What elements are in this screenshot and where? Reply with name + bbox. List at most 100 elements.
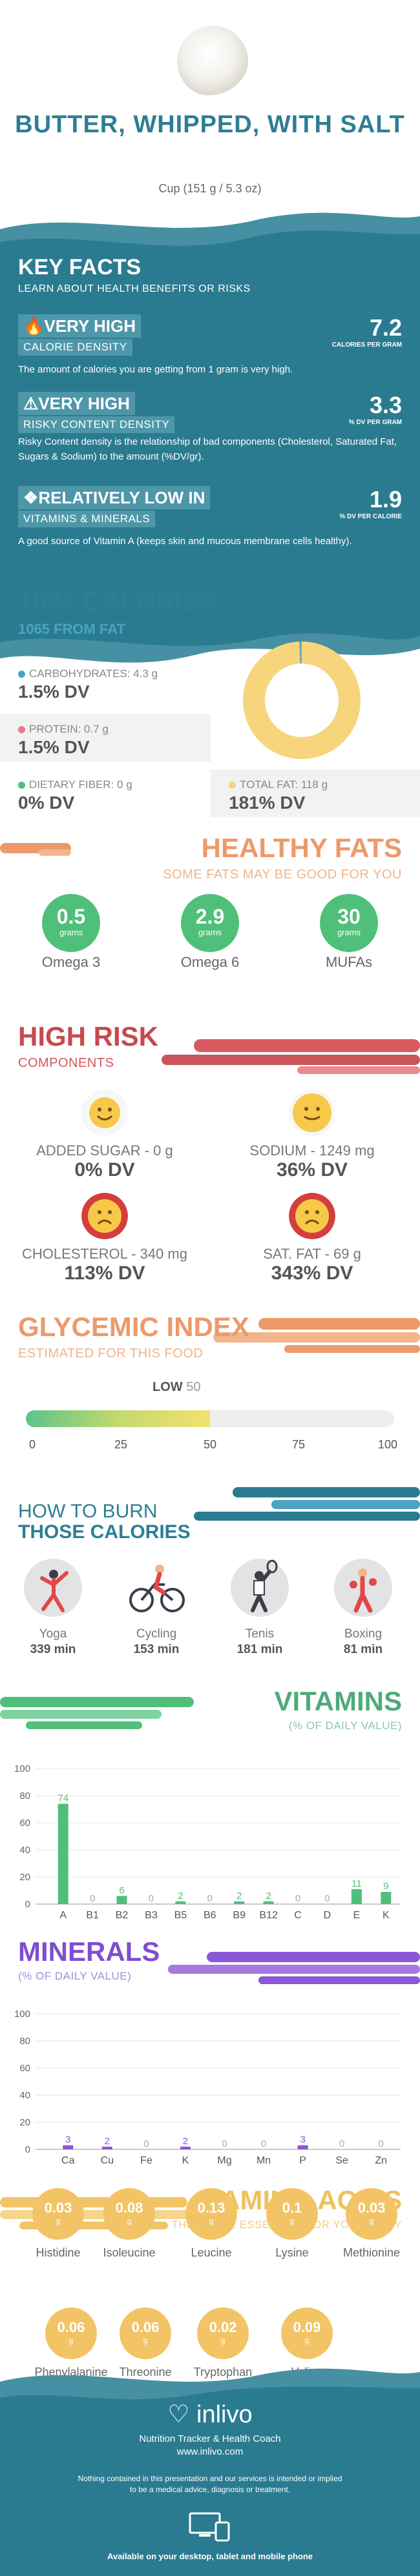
vitamins-subtitle: (% OF DAILY VALUE) [288, 1719, 402, 1732]
fact-name: CALORIE DENSITY [18, 339, 132, 356]
burn-cycling: Cycling 153 min [111, 1559, 202, 1657]
sad-face-icon [81, 1193, 128, 1239]
amino-circle: 0.03 g [32, 2188, 84, 2240]
activity-minutes: 181 min [236, 1643, 283, 1656]
bar-value-label: 2 [266, 1891, 271, 1902]
x-category-label: B2 [116, 1910, 129, 1921]
legend-dot [229, 782, 236, 789]
bar-value-label: 0 [379, 2138, 384, 2149]
amino-label: Leucine [191, 2246, 232, 2259]
glycemic-tick: 100 [377, 1438, 398, 1451]
fat-unit: grams [198, 928, 222, 937]
bar-value-label: 2 [178, 1891, 183, 1902]
bar-value-label: 3 [65, 2135, 70, 2145]
burn-title-line1: HOW TO BURN [18, 1501, 158, 1522]
amino-unit: g [220, 2336, 226, 2345]
amino-circle: 0.02 g [197, 2307, 249, 2359]
amino-value: 0.06 [131, 2319, 160, 2335]
y-tick-label: 100 [14, 1763, 30, 1774]
activity-minutes: 153 min [133, 1643, 180, 1656]
risk-dv: 113% DV [64, 1263, 145, 1284]
vitamins-stripes [0, 1697, 194, 1729]
amino-unit: g [289, 2216, 295, 2226]
footer-site-link[interactable]: www.inlivo.com [176, 2446, 244, 2457]
nutrient-dv: 0% DV [18, 793, 75, 813]
fat-value: 2.9 [195, 905, 225, 928]
fat-value: 30 [337, 905, 361, 928]
bar [234, 1901, 245, 1904]
calories-from-fat: 1065 FROM FAT [18, 621, 125, 637]
bar-value-label: 3 [300, 2135, 305, 2145]
amino-circle: 0.1 g [266, 2188, 318, 2240]
minerals-title: MINERALS [18, 1936, 160, 1967]
fire-icon: 🔥 [23, 316, 45, 336]
risk-cholesterol: CHOLESTEROL - 340 mg 113% DV [8, 1246, 202, 1284]
bar-value-label: 9 [383, 1881, 388, 1892]
y-tick-label: 80 [19, 2036, 30, 2047]
mufas-label: MUFAs [325, 954, 373, 970]
bar [175, 1901, 186, 1904]
burn-yoga: Yoga 339 min [8, 1559, 98, 1657]
activity-label: Boxing [344, 1627, 383, 1641]
glycemic-value: 50 [186, 1380, 201, 1394]
high-risk-stripes [162, 1039, 420, 1074]
glycemic-tick: 50 [203, 1438, 217, 1451]
amino-item: 0.13 g Leucine [173, 2188, 250, 2260]
y-tick-label: 20 [19, 1872, 30, 1883]
amino-value: 0.13 [197, 2200, 226, 2216]
bar-value-label: 0 [143, 2138, 149, 2149]
bar-value-label: 2 [183, 2136, 188, 2147]
x-category-label: B5 [174, 1910, 187, 1921]
bar [63, 2145, 74, 2149]
glycemic-bar [26, 1410, 394, 1427]
y-tick-label: 60 [19, 1818, 30, 1829]
key-facts-title: KEY FACTS [18, 255, 142, 279]
amino-unit: g [68, 2336, 74, 2345]
amino-circle: 0.03 g [346, 2188, 397, 2240]
bar-value-label: 0 [222, 2138, 227, 2149]
legend-dot [18, 671, 25, 678]
x-category-label: B6 [204, 1910, 216, 1921]
glycemic-bar-fill [26, 1410, 210, 1427]
footer-disclaimer: Nothing contained in this presentation a… [78, 2474, 342, 2494]
bar [101, 2146, 112, 2149]
amino-item: 0.08 g Isoleucine [90, 2188, 168, 2260]
nutrient-dv: 1.5% DV [18, 737, 90, 757]
risk-label: SAT. FAT - 69 g [263, 1246, 361, 1262]
devices-icon [189, 2512, 230, 2542]
nutrient-fiber: DIETARY FIBER: 0 g 0% DV [0, 769, 211, 817]
x-category-label: C [294, 1910, 302, 1921]
fact-name: RISKY CONTENT DENSITY [18, 416, 175, 433]
y-tick-label: 40 [19, 1845, 30, 1856]
amino-label: Phenylalanine [34, 2366, 108, 2378]
amino-label: Lysine [275, 2246, 309, 2259]
minerals-bar-chart: 0 20 40 60 80 100 3 Ca 2 Cu 0 Fe 2 K 0 Mg 0 Mn 3 P 0 Se 0 Zn [14, 2009, 401, 2166]
brand-name: inlivo [196, 2401, 253, 2428]
risk-saturated-fat: SAT. FAT - 69 g 343% DV [215, 1246, 409, 1284]
y-tick-label: 20 [19, 2117, 30, 2128]
healthy-fats-subtitle: SOME FATS MAY BE GOOD FOR YOU [163, 867, 402, 882]
x-category-label: K [182, 2155, 189, 2166]
bar [58, 1803, 68, 1904]
boxing-icon [334, 1559, 392, 1617]
glycemic-subtitle: ESTIMATED FOR THIS FOOD [18, 1346, 204, 1361]
leaf-icon: ❖ [23, 488, 39, 507]
amino-value: 0.03 [357, 2200, 386, 2216]
amino-item: 0.03 g Methionine [333, 2188, 410, 2260]
bar [263, 1901, 274, 1904]
food-title: BUTTER, WHIPPED, WITH SALT [15, 111, 405, 138]
amino-circle: 0.09 g [281, 2307, 333, 2359]
nutrient-carbohydrates: CARBOHYDRATES: 4.3 g 1.5% DV [0, 658, 211, 706]
fat-unit: grams [59, 928, 83, 937]
amino-label: Isoleucine [103, 2246, 156, 2259]
amino-label: Methionine [342, 2246, 401, 2259]
x-category-label: Ca [61, 2155, 75, 2166]
risk-label: ADDED SUGAR - 0 g [36, 1142, 173, 1159]
bar-value-label: 0 [149, 1893, 154, 1904]
vitamins-title: VITAMINS [274, 1686, 402, 1716]
donut-slice [243, 642, 361, 759]
nutrient-protein: PROTEIN: 0.7 g 1.5% DV [0, 714, 211, 762]
bar-value-label: 2 [236, 1891, 242, 1902]
omega6-circle: 2.9 grams [181, 894, 239, 952]
x-category-label: B12 [259, 1910, 278, 1921]
